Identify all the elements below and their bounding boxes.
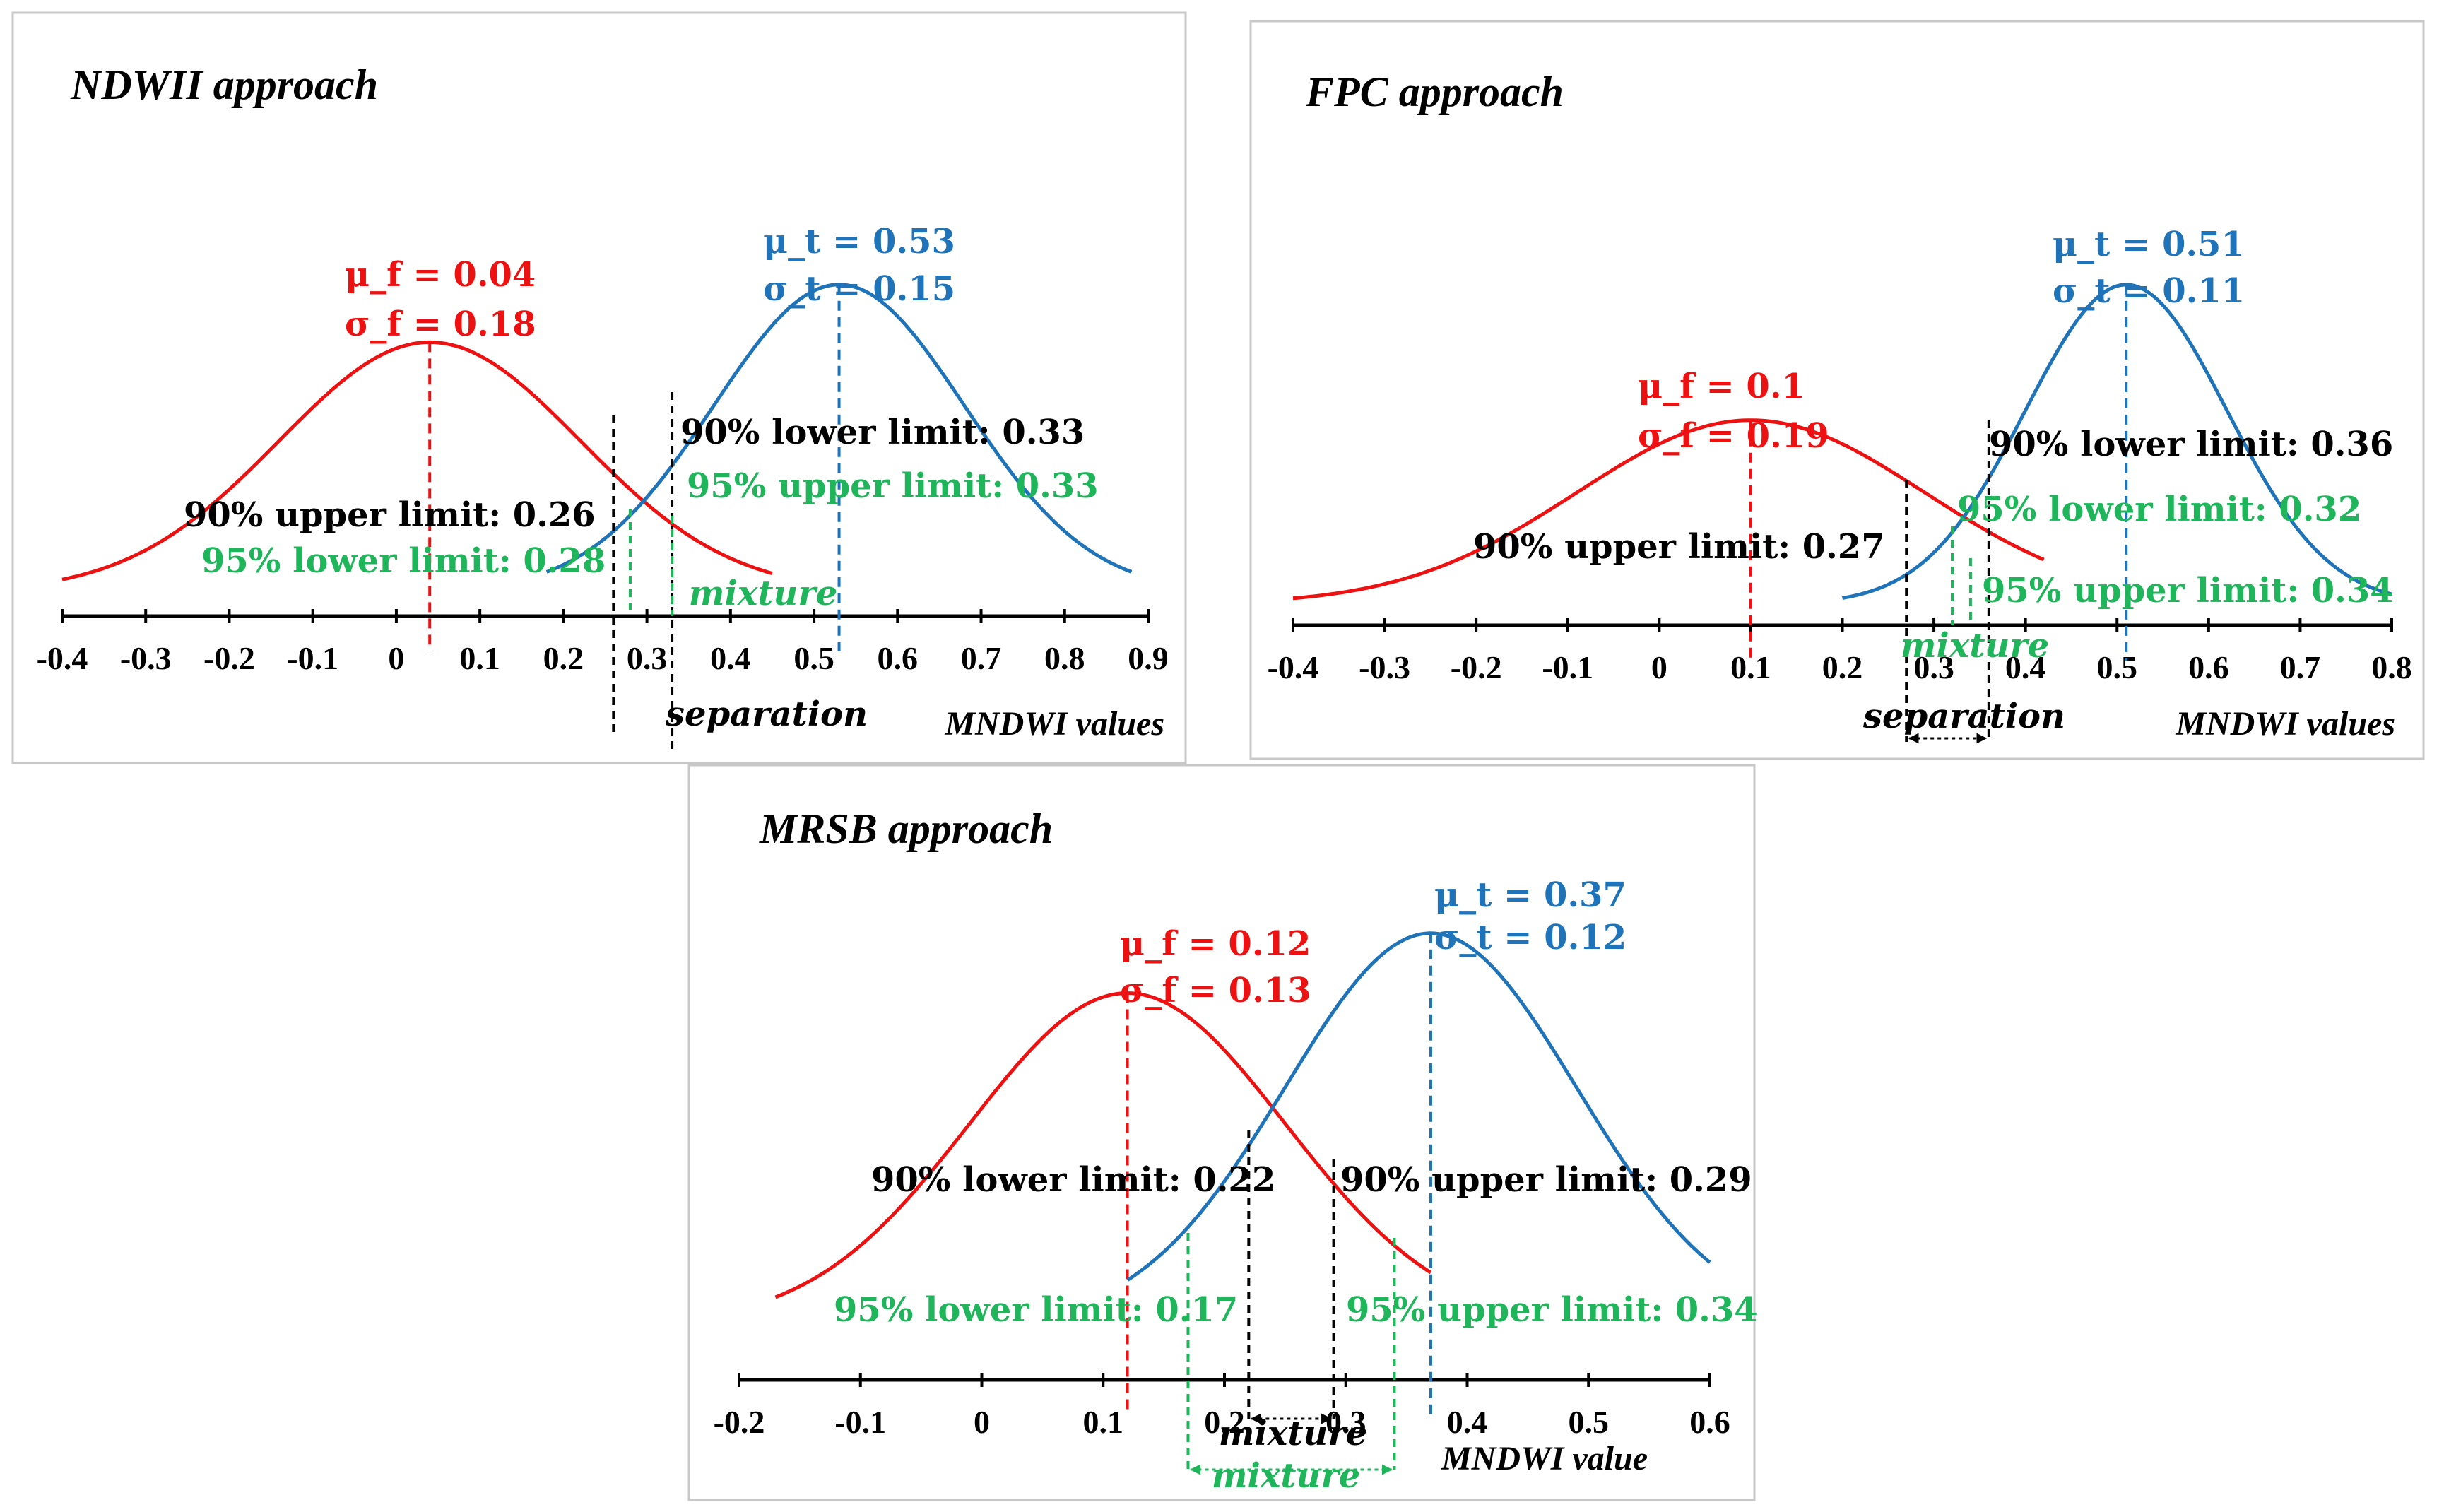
- panel-ndwii: NDWII approach -0.4 -0.3 -0.2 -0.1 0 0.1 0.2 0.3…: [11, 11, 1187, 764]
- limit-95-lower-label: 95% lower limit: 0.32: [1957, 490, 2361, 529]
- x-tick-label: 0.9: [1128, 640, 1169, 676]
- x-tick-label: -0.2: [203, 640, 255, 676]
- x-tick-label: 0.7: [961, 640, 1002, 676]
- x-tick-label: 0: [388, 640, 404, 676]
- x-axis-label: MNDWI value: [1441, 1440, 1648, 1477]
- x-tick-label: 0.7: [2280, 649, 2321, 685]
- zone-mixture-label: mixture: [1901, 626, 2050, 666]
- x-tick-label: 0.2: [1822, 649, 1863, 685]
- true-mu-label: μ_t = 0.51: [2053, 225, 2245, 264]
- true-sigma-label: σ_t = 0.11: [2053, 271, 2245, 311]
- x-tick-label: 0.2: [543, 640, 584, 676]
- x-tick-label: -0.3: [1359, 649, 1410, 685]
- x-tick-label: 0.8: [2371, 649, 2412, 685]
- false-mu-label: μ_f = 0.1: [1638, 367, 1805, 406]
- limit-95-upper-label: 95% upper limit: 0.33: [687, 466, 1099, 506]
- x-tick-label: 0.8: [1044, 640, 1085, 676]
- panel-frame: [687, 764, 1756, 1501]
- x-tick-label: -0.3: [120, 640, 172, 676]
- x-tick-label: 0: [974, 1404, 990, 1440]
- x-tick-label: 0.6: [1689, 1404, 1730, 1440]
- limit-95-lower-label: 95% lower limit: 0.28: [201, 541, 606, 581]
- limit-90-upper-label: 90% upper limit: 0.27: [1473, 527, 1885, 567]
- zone-mixture-label: mixture: [1212, 1456, 1361, 1496]
- x-tick-label: -0.4: [1268, 649, 1319, 685]
- limit-95-lower-label: 95% lower limit: 0.17: [834, 1290, 1238, 1330]
- true-mu-label: μ_t = 0.37: [1434, 875, 1627, 915]
- x-tick-label: 0.3: [1326, 1404, 1366, 1440]
- x-tick-label: 0.6: [2188, 649, 2229, 685]
- x-tick-label: 0.6: [878, 640, 919, 676]
- x-tick-label: 0.5: [1569, 1404, 1610, 1440]
- panel-title: FPC approach: [1305, 69, 1564, 115]
- x-tick-label: 0.4: [710, 640, 751, 676]
- true-sigma-label: σ_t = 0.15: [763, 269, 955, 309]
- x-tick-label: 0.5: [793, 640, 834, 676]
- false-sigma-label: σ_f = 0.18: [345, 305, 536, 344]
- x-axis-label: MNDWI values: [944, 705, 1164, 743]
- x-tick-label: -0.1: [834, 1404, 886, 1440]
- x-tick-label: 0.3: [627, 640, 668, 676]
- limit-90-upper-label: 90% upper limit: 0.26: [184, 495, 596, 535]
- limit-90-lower-label: 90% lower limit: 0.36: [1989, 425, 2393, 464]
- false-mu-label: μ_f = 0.04: [345, 255, 536, 295]
- x-tick-label: -0.1: [287, 640, 338, 676]
- true-mu-label: μ_t = 0.53: [763, 222, 955, 261]
- limit-90-upper-label: 90% upper limit: 0.29: [1340, 1160, 1752, 1200]
- x-tick-label: -0.4: [37, 640, 88, 676]
- x-tick-label: 0.5: [2097, 649, 2138, 685]
- x-tick-label: -0.1: [1542, 649, 1593, 685]
- limit-90-lower-label: 90% lower limit: 0.22: [871, 1160, 1275, 1200]
- x-tick-label: 0.1: [1083, 1404, 1124, 1440]
- true-curve: [1842, 283, 2392, 600]
- x-tick-label: 0.1: [459, 640, 500, 676]
- false-curve: [774, 991, 1432, 1299]
- zone-mixture-label: mixture: [1219, 1414, 1368, 1453]
- x-axis-label: MNDWI values: [2175, 705, 2395, 743]
- limit-95-upper-label: 95% upper limit: 0.34: [1982, 571, 2394, 610]
- false-curve: [1292, 418, 2045, 601]
- panel-title: NDWII approach: [70, 61, 378, 108]
- x-tick-label: -0.2: [714, 1404, 765, 1440]
- panel-fpc: FPC approach-0.4 -0.3 -0.2 -0.1 0 0.1 0.2 0.3 0.…: [1249, 20, 2425, 760]
- false-mu-label: μ_f = 0.12: [1120, 924, 1311, 964]
- panel-frame: [11, 11, 1187, 764]
- limit-95-upper-label: 95% upper limit: 0.34: [1346, 1290, 1758, 1330]
- x-tick-label: 0: [1651, 649, 1667, 685]
- false-sigma-label: σ_f = 0.19: [1638, 416, 1829, 456]
- true-curve: [1126, 931, 1711, 1282]
- true-sigma-label: σ_t = 0.12: [1434, 918, 1627, 957]
- panel-frame: [1249, 20, 2425, 760]
- x-tick-label: 0.3: [1913, 649, 1954, 685]
- false-sigma-label: σ_f = 0.13: [1120, 971, 1311, 1010]
- x-tick-label: 0.4: [2005, 649, 2046, 685]
- x-tick-label: 0.4: [1447, 1404, 1488, 1440]
- zone-separation-label: separation: [1862, 697, 2065, 736]
- panel-title: MRSB approach: [759, 805, 1053, 852]
- zone-mixture-label: mixture: [689, 574, 838, 613]
- limit-90-lower-label: 90% lower limit: 0.33: [680, 413, 1085, 452]
- panel-mrsb: MRSB approach -0.2 -0.1 0 0.1 0.2 0.3 0.4 0.5 0.6…: [687, 764, 1758, 1501]
- x-tick-label: 0.2: [1204, 1404, 1245, 1440]
- false-curve: [61, 340, 773, 581]
- zone-separation-label: separation: [665, 695, 868, 734]
- x-tick-label: -0.2: [1451, 649, 1502, 685]
